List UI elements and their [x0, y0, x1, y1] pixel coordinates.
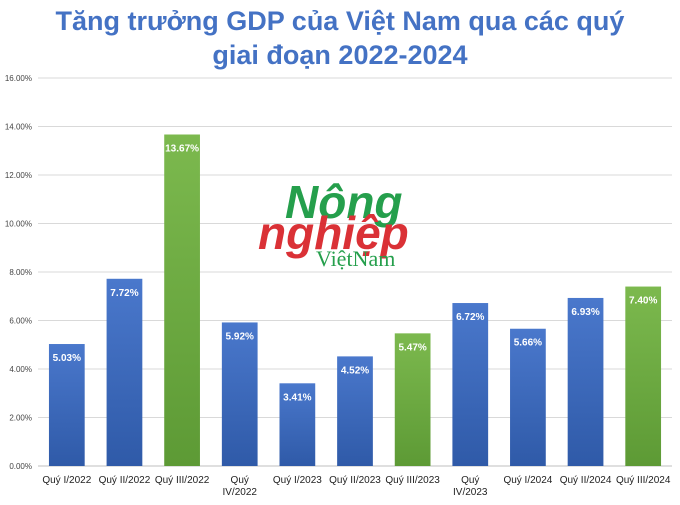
y-axis-ticks: 0.00% 2.00% 4.00% 6.00% 8.00% 10.00% 12.00% 14.…: [5, 74, 32, 471]
x-category-label: Quý: [461, 475, 479, 486]
y-tick-label: 10.00%: [5, 220, 32, 229]
data-label: 3.41%: [283, 392, 311, 403]
data-label: 7.40%: [629, 296, 657, 307]
bar: [567, 297, 604, 466]
bar: [221, 322, 258, 466]
y-tick-label: 0.00%: [9, 462, 32, 471]
bar: [48, 344, 85, 466]
data-label: 13.67%: [165, 144, 199, 155]
bar: [452, 303, 489, 466]
x-category-label: Quý II/2022: [99, 475, 151, 486]
x-axis-categories: Quý I/2022 Quý II/2022 Quý III/2022 QuýIV/2…: [42, 475, 670, 498]
data-label: 6.93%: [571, 307, 599, 318]
x-category-label: Quý I/2023: [273, 475, 322, 486]
data-label: 5.03%: [53, 353, 81, 364]
nong-nghiep-viet-nam-logo: Nông nghiệp ViệtNam: [258, 176, 409, 271]
x-category-label: Quý III/2024: [616, 475, 671, 486]
logo-word-1: Nông: [285, 176, 403, 228]
chart-title-line-2: giai đoạn 2022-2024: [212, 40, 468, 70]
data-label: 5.92%: [226, 331, 254, 342]
x-category-label: Quý II/2023: [329, 475, 381, 486]
y-tick-label: 6.00%: [9, 317, 32, 326]
x-category-label: Quý I/2024: [503, 475, 552, 486]
x-category-label: Quý III/2023: [385, 475, 440, 486]
x-category-label: IV/2022: [222, 487, 257, 498]
x-category-label: Quý II/2024: [560, 475, 612, 486]
x-category-label: IV/2023: [453, 487, 488, 498]
data-label: 6.72%: [456, 312, 484, 323]
y-tick-label: 8.00%: [9, 268, 32, 277]
bars: [48, 134, 662, 466]
bar: [164, 134, 200, 466]
bar: [106, 278, 143, 466]
y-tick-label: 14.00%: [5, 123, 32, 132]
data-label: 4.52%: [341, 365, 369, 376]
x-category-label: Quý: [231, 475, 249, 486]
bar: [510, 328, 546, 466]
y-tick-label: 12.00%: [5, 171, 32, 180]
logo-word-2: nghiệp: [258, 207, 409, 259]
data-labels: 5.03% 7.72% 13.67% 5.92% 3.41% 4.52% 5.47% 6.72…: [53, 144, 658, 404]
data-label: 5.66%: [514, 338, 542, 349]
y-tick-label: 2.00%: [9, 414, 32, 423]
bar: [279, 383, 316, 466]
data-label: 5.47%: [398, 342, 426, 353]
data-label: 7.72%: [110, 288, 138, 299]
x-category-label: Quý III/2022: [155, 475, 210, 486]
bar: [394, 333, 431, 466]
y-tick-label: 16.00%: [5, 74, 32, 83]
bar: [337, 356, 373, 466]
chart-title-line-1: Tăng trưởng GDP của Việt Nam qua các quý: [55, 6, 625, 36]
y-tick-label: 4.00%: [9, 365, 32, 374]
chart-title: Tăng trưởng GDP của Việt Nam qua các quý…: [0, 4, 680, 72]
bar: [625, 286, 662, 466]
x-category-label: Quý I/2022: [42, 475, 91, 486]
logo-word-3: ViệtNam: [316, 246, 395, 271]
